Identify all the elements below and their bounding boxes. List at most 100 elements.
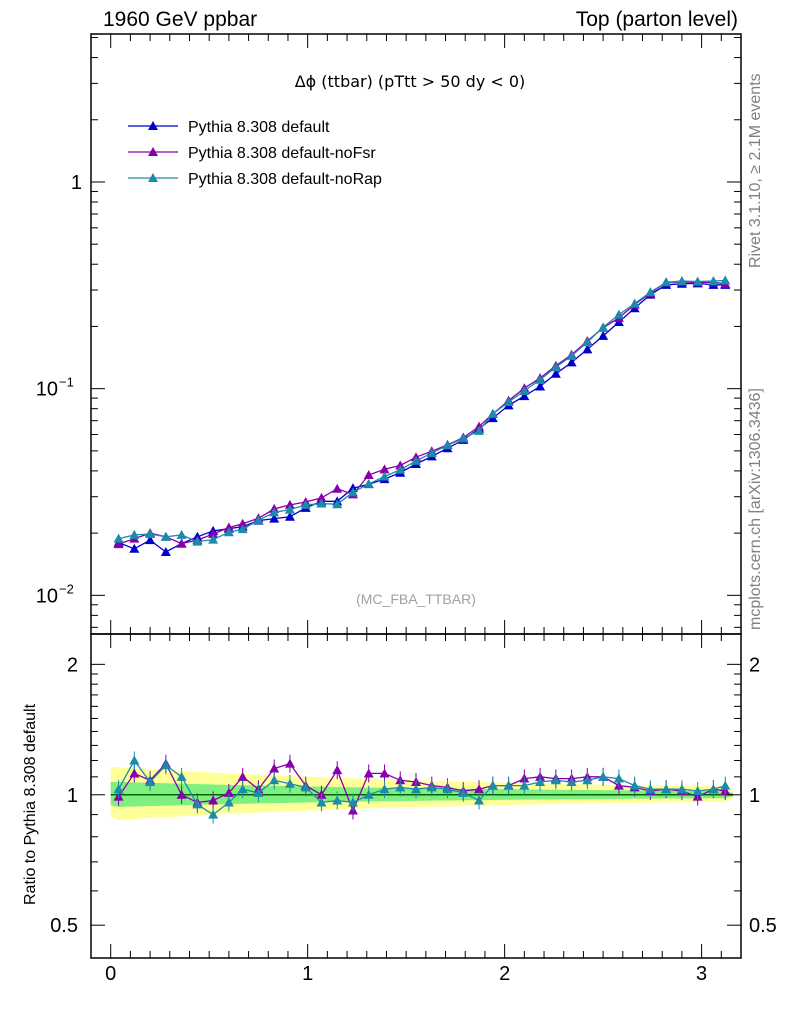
series-2-point <box>708 275 719 285</box>
legend-marker <box>148 173 158 182</box>
ratio-series-0-point <box>363 768 374 778</box>
ratio-series-1-point <box>223 797 234 807</box>
ratio-y-tick-label-left: 2 <box>67 654 78 676</box>
y-tick-label: 10 <box>36 379 58 401</box>
series-2-point <box>582 337 593 347</box>
ratio-series-1-point <box>661 784 672 794</box>
rivet-version-label: Rivet 3.1.10, ≥ 2.1M events <box>747 73 764 268</box>
series-1-point <box>379 464 390 474</box>
series-1-point <box>332 483 343 493</box>
series-2-point <box>692 276 703 286</box>
series-0-point <box>582 344 593 354</box>
series-2-point <box>458 433 469 443</box>
mcplots-reference-label: mcplots.cern.ch [arXiv:1306.3436] <box>747 388 764 630</box>
ratio-series-1-point <box>519 780 530 790</box>
ratio-series-1-point <box>426 782 437 792</box>
series-1-point <box>113 539 124 549</box>
series-2-point <box>519 385 530 395</box>
ratio-series-line-0 <box>118 762 726 813</box>
series-2-point <box>629 298 640 308</box>
ratio-y-tick-label-left: 0.5 <box>50 915 78 937</box>
ratio-series-1-point <box>269 775 280 785</box>
ratio-y-axis-label: Ratio to Pythia 8.308 default <box>22 703 39 905</box>
series-2-point <box>474 425 485 435</box>
x-tick-label: 2 <box>499 963 510 985</box>
ratio-series-1-point <box>160 760 171 770</box>
legend-marker <box>148 121 158 130</box>
ratio-y-tick-label-right: 2 <box>749 654 760 676</box>
ratio-series-1-point <box>692 786 703 796</box>
ratio-series-1-point <box>176 771 187 781</box>
ratio-series-1-point <box>566 777 577 787</box>
series-0-point <box>129 543 140 553</box>
ratio-series-1-point <box>598 771 609 781</box>
ratio-series-1-point <box>379 784 390 794</box>
ratio-series-1-point <box>129 755 140 765</box>
ratio-series-1-point <box>535 777 546 787</box>
ratio-series-1-point <box>284 778 295 788</box>
series-2-point <box>535 374 546 384</box>
ratio-series-0-point <box>176 789 187 799</box>
series-2-point <box>379 471 390 481</box>
ratio-series-1-point <box>253 787 264 797</box>
ratio-series-0-point <box>379 768 390 778</box>
ratio-series-1-point <box>208 809 219 819</box>
ratio-plot-frame <box>90 633 742 959</box>
ratio-series-1-point <box>113 784 124 794</box>
ratio-series-0-point <box>208 795 219 805</box>
ratio-series-1-point <box>192 799 203 809</box>
ratio-series-1-point <box>458 787 469 797</box>
series-0-point <box>566 357 577 367</box>
ratio-series-1-point <box>411 784 421 794</box>
series-1-point <box>223 522 234 532</box>
energy-label: 1960 GeV ppbar <box>103 8 258 31</box>
series-2-point <box>661 277 672 287</box>
series-1-point <box>208 529 219 539</box>
ratio-series-1-point <box>613 773 624 783</box>
ratio-series-1-point <box>442 784 453 794</box>
series-2-point <box>316 498 327 508</box>
ratio-series-1-point <box>676 784 687 794</box>
series-0-point <box>550 368 561 378</box>
series-2-point <box>720 275 731 285</box>
series-2-point <box>208 534 219 544</box>
series-2-point <box>129 529 140 539</box>
series-2-point <box>645 287 656 297</box>
legend-entry: Pythia 8.308 default-noFsr <box>188 145 376 162</box>
ratio-series-1-point <box>550 775 561 785</box>
y-tick-label: 1 <box>71 172 82 194</box>
ratio-series-1-point <box>347 797 358 807</box>
series-2-point <box>176 529 187 539</box>
series-2-point <box>613 309 624 319</box>
process-label: Top (parton level) <box>575 8 738 31</box>
ratio-series-0-point <box>332 765 343 775</box>
series-0-point <box>160 547 171 557</box>
legend-entry: Pythia 8.308 default-noRap <box>188 171 382 188</box>
series-2-point <box>347 487 358 497</box>
ratio-series-1-point <box>145 777 156 787</box>
legend-marker <box>148 147 158 156</box>
analysis-watermark: (MC_FBA_TTBAR) <box>356 591 476 607</box>
series-0-point <box>598 330 609 340</box>
series-2-point <box>284 504 295 514</box>
ratio-series-line-1 <box>118 759 726 816</box>
ratio-series-1-point <box>720 780 731 790</box>
ratio-series-0-point <box>284 758 295 768</box>
series-1-point <box>176 538 187 548</box>
series-2-point <box>300 499 311 509</box>
main-plot-title: Δϕ (ttbar) (pTtt > 50 dy < 0) <box>295 72 526 91</box>
ratio-series-1-point <box>363 789 374 799</box>
ratio-series-1-point <box>503 780 514 790</box>
series-1-point <box>363 470 374 480</box>
series-2-point <box>550 362 561 372</box>
x-tick-label: 3 <box>696 963 707 985</box>
series-1-point <box>284 499 295 509</box>
series-2-point <box>160 531 171 541</box>
legend: Pythia 8.308 default Pythia 8.308 default… <box>128 119 382 188</box>
series-line-2 <box>118 279 726 543</box>
x-tick-label: 0 <box>105 963 116 985</box>
ratio-series-1-point <box>395 782 406 792</box>
series-2-point <box>332 499 343 509</box>
y-tick-exponent: −2 <box>59 581 74 596</box>
